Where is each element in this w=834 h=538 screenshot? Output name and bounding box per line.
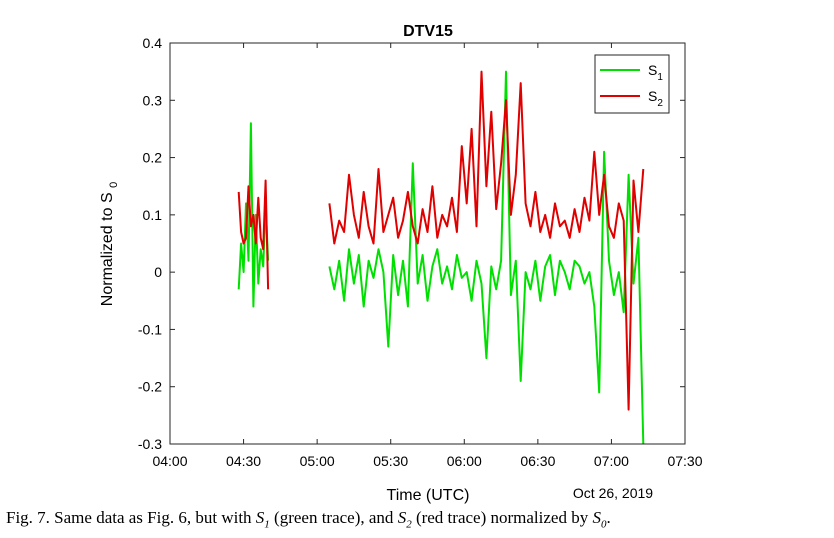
x-tick-label: 04:30: [226, 453, 261, 469]
y-tick-label: -0.1: [138, 321, 162, 337]
axis-ticks: 04:00 04:30 05:00 05:30 06:00 06:30 07:00 07:30…: [138, 35, 703, 469]
legend: S1 S2: [594, 54, 670, 114]
chart: 04:00 04:30 05:00 05:30 06:00 06:30 07:00 07:30…: [99, 23, 703, 504]
chart-title: DTV15: [403, 23, 453, 40]
caption-prefix: Fig. 7. Same data as Fig. 6, but with: [6, 508, 256, 527]
x-tick-label: 06:00: [447, 453, 482, 469]
x-axis-title: Time (UTC): [387, 487, 470, 504]
caption-suffix: .: [606, 508, 611, 527]
caption-s1: S1: [255, 508, 270, 531]
caption-s0: S0: [592, 508, 607, 531]
y-tick-label: -0.3: [138, 436, 162, 452]
x-tick-label: 05:30: [373, 453, 408, 469]
series-s2-line: [328, 70, 645, 411]
x-tick-label: 07:00: [594, 453, 629, 469]
y-tick-label: -0.2: [138, 379, 162, 395]
y-tick-label: 0.1: [143, 207, 163, 223]
y-axis-title-text: Normalized to S: [99, 192, 116, 306]
x-tick-label: 07:30: [667, 453, 702, 469]
y-tick-label: 0.3: [143, 92, 163, 108]
caption-mid2: (red trace) normalized by: [411, 508, 593, 527]
caption-mid1: (green trace), and: [269, 508, 398, 527]
legend-box: [594, 54, 670, 114]
plot-frame: [169, 42, 686, 445]
y-tick-label: 0.2: [143, 150, 163, 166]
series-s1-line: [328, 70, 645, 445]
legend-s1-label: S1: [648, 62, 663, 83]
x-tick-label: 06:30: [520, 453, 555, 469]
figure-caption: Fig. 7. Same data as Fig. 6, but with S1…: [6, 508, 832, 530]
date-label: Oct 26, 2019: [573, 485, 653, 501]
legend-s2-label: S2: [648, 88, 663, 109]
data-series: [237, 70, 645, 445]
x-tick-label: 05:00: [300, 453, 335, 469]
y-axis-title: Normalized to S 0: [99, 182, 120, 306]
series-s1-line: [237, 122, 270, 308]
y-tick-label: 0: [154, 264, 162, 280]
y-tick-label: 0.4: [143, 35, 163, 51]
series-s2-line: [237, 179, 270, 290]
caption-s2: S2: [397, 508, 412, 531]
x-tick-label: 04:00: [152, 453, 187, 469]
